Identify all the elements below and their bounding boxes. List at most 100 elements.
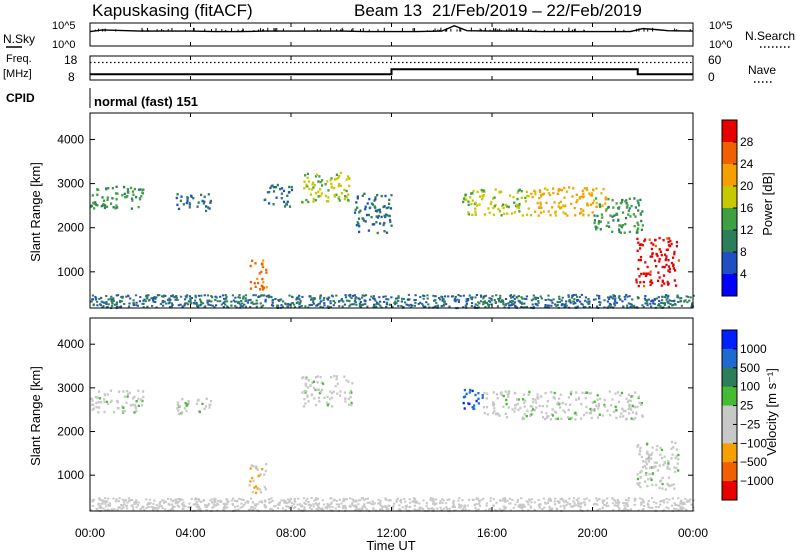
data-cell	[609, 303, 612, 306]
data-cell	[92, 303, 95, 306]
data-cell	[249, 280, 252, 284]
data-cell	[471, 406, 474, 409]
data-cell	[630, 417, 633, 420]
data-cell	[197, 304, 200, 307]
data-cell	[188, 206, 191, 209]
data-cell	[621, 198, 624, 202]
data-cell	[523, 405, 526, 408]
data-cell	[366, 213, 369, 217]
data-cell	[374, 299, 377, 302]
data-cell	[652, 465, 656, 468]
data-cell	[597, 222, 600, 225]
data-cell	[122, 501, 126, 504]
data-cell	[177, 207, 181, 211]
data-cell	[472, 189, 475, 193]
data-cell	[537, 499, 540, 501]
data-cell	[674, 504, 677, 507]
data-cell	[128, 302, 131, 305]
data-cell	[308, 506, 311, 509]
data-cell	[281, 305, 284, 308]
data-cell	[187, 303, 190, 306]
data-cell	[537, 214, 540, 217]
data-cell	[635, 306, 639, 309]
data-cell	[485, 502, 489, 505]
data-cell	[343, 188, 346, 192]
data-cell	[529, 505, 532, 508]
data-cell	[304, 402, 307, 405]
data-cell	[659, 305, 662, 308]
data-cell	[655, 461, 658, 464]
colorbar-frame	[721, 329, 738, 501]
data-cell	[607, 221, 610, 224]
data-cell	[584, 296, 587, 299]
data-cell	[260, 262, 264, 266]
data-cell	[162, 295, 165, 298]
data-cell	[627, 407, 630, 410]
data-cell	[379, 508, 382, 511]
data-cell	[350, 391, 353, 394]
data-cell	[637, 223, 640, 227]
data-cell	[517, 398, 520, 401]
data-cell	[167, 299, 170, 302]
data-cell	[252, 479, 255, 483]
data-cell	[462, 401, 465, 405]
data-cell	[259, 491, 262, 494]
data-cell	[91, 399, 94, 402]
data-cell	[162, 499, 165, 502]
data-cell	[302, 376, 305, 379]
data-cell	[571, 505, 574, 508]
data-cell	[668, 299, 671, 302]
data-cell	[516, 501, 519, 503]
data-cell	[110, 304, 114, 307]
data-cell	[185, 404, 188, 407]
data-cell	[208, 406, 211, 409]
data-cell	[535, 401, 538, 404]
data-cell	[640, 228, 643, 231]
data-cell	[544, 502, 547, 505]
data-cell	[379, 211, 382, 214]
data-cell	[673, 279, 676, 282]
data-cell	[556, 500, 559, 503]
data-cell	[243, 303, 246, 306]
data-cell	[160, 505, 163, 507]
data-cell	[377, 502, 380, 505]
data-cell	[135, 410, 138, 413]
data-cell	[349, 396, 352, 399]
data-cell	[465, 298, 468, 301]
data-cell	[629, 305, 632, 308]
colorbar-tick-label: 1000	[740, 342, 767, 356]
data-cell	[175, 196, 178, 200]
data-cell	[98, 298, 101, 300]
data-cell	[354, 297, 357, 300]
data-cell	[383, 230, 386, 233]
data-cell	[558, 298, 561, 300]
data-cell	[407, 293, 410, 296]
data-cell	[132, 193, 135, 196]
data-cell	[265, 271, 268, 274]
data-cell	[525, 190, 528, 194]
data-cell	[639, 446, 642, 450]
data-cell	[531, 195, 534, 199]
data-cell	[637, 227, 640, 230]
data-cell	[659, 446, 662, 450]
data-cell	[382, 505, 385, 508]
data-cell	[177, 498, 180, 500]
data-cell	[399, 500, 402, 502]
data-cell	[644, 460, 647, 464]
data-cell	[397, 295, 400, 298]
data-cell	[509, 304, 512, 307]
data-cell	[640, 403, 643, 406]
data-cell	[344, 498, 347, 501]
data-cell	[483, 190, 486, 193]
data-cell	[208, 207, 211, 210]
data-cell	[177, 412, 181, 415]
data-cell	[538, 189, 541, 192]
data-cell	[376, 301, 379, 304]
data-cell	[311, 188, 314, 191]
data-cell	[690, 503, 693, 506]
data-cell	[386, 214, 389, 217]
data-cell	[347, 380, 350, 383]
